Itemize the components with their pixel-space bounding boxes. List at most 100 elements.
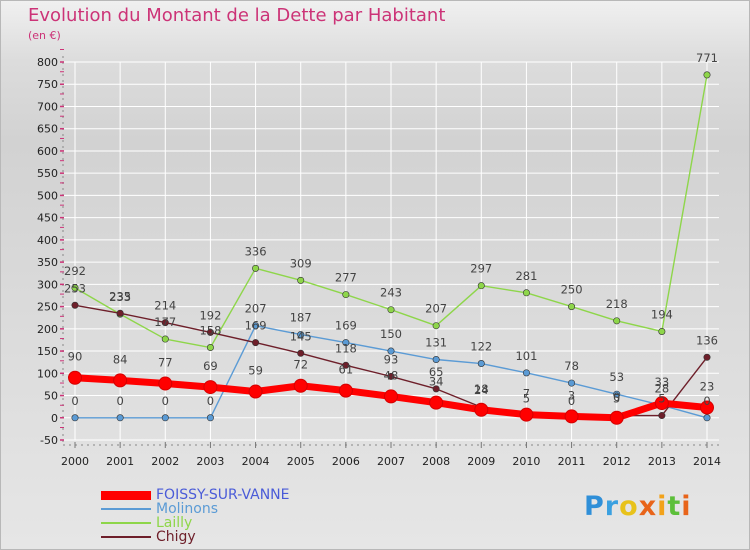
proxiti-logo: Proxiti [584, 491, 692, 522]
y-tick-label: 150 [37, 345, 58, 358]
data-point [297, 349, 305, 357]
data-label: 309 [290, 256, 312, 270]
data-point [477, 360, 485, 368]
data-label: 207 [425, 302, 447, 316]
x-tick-label: 2011 [558, 455, 586, 468]
data-point [432, 322, 440, 330]
data-point [116, 414, 124, 422]
y-tick-label: 400 [37, 234, 58, 247]
data-point [297, 276, 305, 284]
data-label: 93 [384, 352, 399, 366]
data-point [161, 414, 169, 422]
data-label: 131 [425, 336, 447, 350]
data-label: 33 [655, 375, 670, 389]
data-label: 158 [199, 324, 221, 338]
y-tick-label: 550 [37, 167, 58, 180]
logo-letter: i [657, 491, 668, 522]
data-point [432, 356, 440, 364]
data-label: 281 [515, 269, 537, 283]
data-point [116, 309, 124, 317]
logo-letter: x [638, 491, 658, 522]
data-point [161, 335, 169, 343]
data-point [429, 395, 444, 410]
legend-swatch [101, 491, 151, 500]
data-point [297, 331, 305, 339]
data-point [703, 353, 711, 361]
data-label: 0 [613, 390, 620, 404]
data-label: 77 [158, 356, 173, 370]
data-point [338, 383, 353, 398]
data-label: 65 [429, 365, 444, 379]
data-label: 145 [290, 329, 312, 343]
data-label: 5 [613, 392, 620, 406]
data-label: 84 [113, 352, 128, 366]
data-label: 78 [564, 359, 579, 373]
data-point [252, 264, 260, 272]
legend-swatch [101, 522, 151, 524]
data-label: 0 [162, 394, 169, 408]
data-point [568, 303, 576, 311]
data-point [564, 409, 579, 424]
data-point [387, 347, 395, 355]
data-point [206, 328, 214, 336]
x-tick-label: 2003 [196, 455, 224, 468]
data-label: 771 [696, 51, 718, 65]
data-point [703, 71, 711, 79]
data-point [206, 344, 214, 352]
y-tick-label: 750 [37, 78, 58, 91]
data-point [293, 378, 308, 393]
series-lines [68, 71, 714, 425]
y-tick-label: 600 [37, 145, 58, 158]
logo-letter: P [584, 491, 605, 522]
data-label: 72 [293, 358, 308, 372]
data-label: 0 [568, 394, 575, 408]
data-point [71, 301, 79, 309]
x-tick-label: 2000 [61, 455, 89, 468]
data-point [613, 317, 621, 325]
data-label: 53 [609, 370, 624, 384]
data-point [206, 414, 214, 422]
data-label: 122 [470, 340, 492, 354]
x-tick-label: 2008 [422, 455, 450, 468]
data-label: 0 [703, 394, 710, 408]
data-point [384, 389, 398, 404]
data-point [342, 361, 350, 369]
data-label: 150 [380, 327, 402, 341]
data-label: 297 [470, 262, 492, 276]
data-point [432, 385, 440, 393]
data-point [248, 384, 263, 399]
data-point [387, 372, 395, 380]
y-tick-label: 500 [37, 189, 58, 202]
data-point [71, 284, 79, 292]
data-label: 7 [523, 387, 530, 401]
data-label: 23 [700, 380, 715, 394]
data-label: 48 [384, 368, 399, 382]
data-label: 5 [523, 392, 530, 406]
data-point [161, 319, 169, 327]
x-tick-label: 2002 [151, 455, 179, 468]
x-axis: 2000 2001 2002 2003 2004 2005 2006 2007 2008 2009… [61, 442, 721, 468]
data-point [342, 291, 350, 299]
data-point [613, 390, 621, 398]
data-label: 59 [248, 364, 263, 378]
data-label: 214 [154, 299, 176, 313]
data-point [519, 407, 534, 422]
logo-letter: o [619, 491, 639, 522]
data-point [658, 412, 666, 420]
data-label: 34 [429, 375, 444, 389]
data-point [658, 327, 666, 335]
data-label: 0 [116, 394, 123, 408]
data-label: 5 [658, 392, 665, 406]
data-label: 187 [290, 311, 312, 325]
data-point [203, 380, 218, 395]
data-label: 24 [474, 383, 489, 397]
x-tick-label: 2013 [648, 455, 676, 468]
data-point [71, 414, 79, 422]
data-label: 250 [561, 283, 583, 297]
legend-label: Chigy [156, 529, 196, 545]
chart-title: Evolution du Montant de la Dette par Hab… [28, 5, 446, 26]
data-label: 18 [474, 382, 489, 396]
data-point [522, 369, 530, 377]
data-label: 292 [64, 264, 86, 278]
